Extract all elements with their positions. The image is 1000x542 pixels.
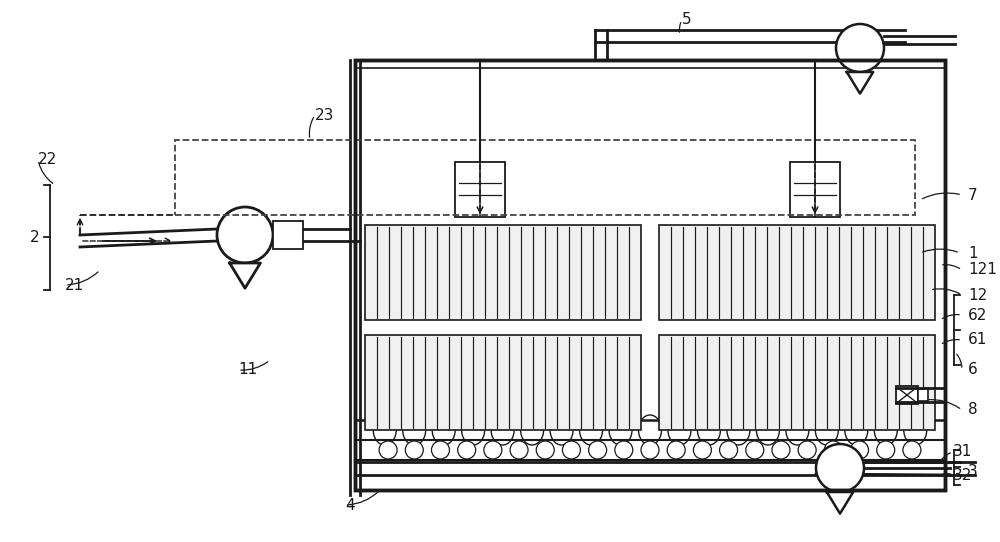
Bar [273,221,303,249]
Bar [918,389,928,401]
Ellipse shape [904,415,927,445]
Ellipse shape [874,415,897,445]
Text: 62: 62 [968,307,987,322]
Text: 6: 6 [968,363,978,377]
Ellipse shape [639,415,662,445]
Text: 21: 21 [65,278,84,293]
Circle shape [458,441,476,459]
Text: 12: 12 [968,287,987,302]
Ellipse shape [668,415,691,445]
Ellipse shape [521,415,544,445]
Circle shape [720,441,738,459]
Circle shape [798,441,816,459]
Text: 31: 31 [953,444,972,460]
Bar [355,60,945,490]
Ellipse shape [786,415,809,445]
Ellipse shape [462,415,485,445]
Circle shape [510,441,528,459]
Circle shape [851,441,869,459]
Circle shape [615,441,633,459]
Circle shape [772,441,790,459]
Ellipse shape [609,415,632,445]
Circle shape [379,441,397,459]
Text: 121: 121 [968,262,997,278]
Circle shape [877,441,895,459]
Circle shape [816,444,864,492]
Polygon shape [230,263,260,288]
Ellipse shape [373,415,396,445]
Text: 5: 5 [682,12,692,28]
Circle shape [903,441,921,459]
Bar [355,60,945,490]
Ellipse shape [580,415,603,445]
Text: 22: 22 [38,152,57,167]
Ellipse shape [491,415,514,445]
Circle shape [693,441,711,459]
Bar [365,335,641,430]
Circle shape [536,441,554,459]
Ellipse shape [756,415,779,445]
Circle shape [562,441,580,459]
Bar [896,386,918,404]
Bar [455,162,505,217]
Ellipse shape [815,415,838,445]
Text: 61: 61 [968,332,987,347]
Circle shape [431,441,449,459]
Polygon shape [827,492,853,514]
Circle shape [484,441,502,459]
Ellipse shape [727,415,750,445]
Circle shape [405,441,423,459]
Ellipse shape [403,415,426,445]
Text: 23: 23 [315,107,334,122]
Ellipse shape [432,415,455,445]
Text: 4: 4 [345,498,355,513]
Polygon shape [847,72,873,94]
Ellipse shape [845,415,868,445]
Text: 2: 2 [30,229,40,244]
Circle shape [641,441,659,459]
Bar [355,60,945,490]
Text: 7: 7 [968,188,978,203]
Bar [175,140,915,215]
Text: 3: 3 [968,464,978,480]
Ellipse shape [697,415,720,445]
Bar [790,162,840,217]
Bar [659,335,935,430]
Text: 11: 11 [238,363,257,377]
Bar [365,225,641,320]
Ellipse shape [550,415,573,445]
Bar [355,420,945,490]
Circle shape [667,441,685,459]
Circle shape [746,441,764,459]
Circle shape [824,441,842,459]
Circle shape [836,24,884,72]
Circle shape [217,207,273,263]
Text: 8: 8 [968,403,978,417]
Text: 32: 32 [953,468,972,482]
Text: 1: 1 [968,246,978,261]
Bar [659,225,935,320]
Circle shape [589,441,607,459]
